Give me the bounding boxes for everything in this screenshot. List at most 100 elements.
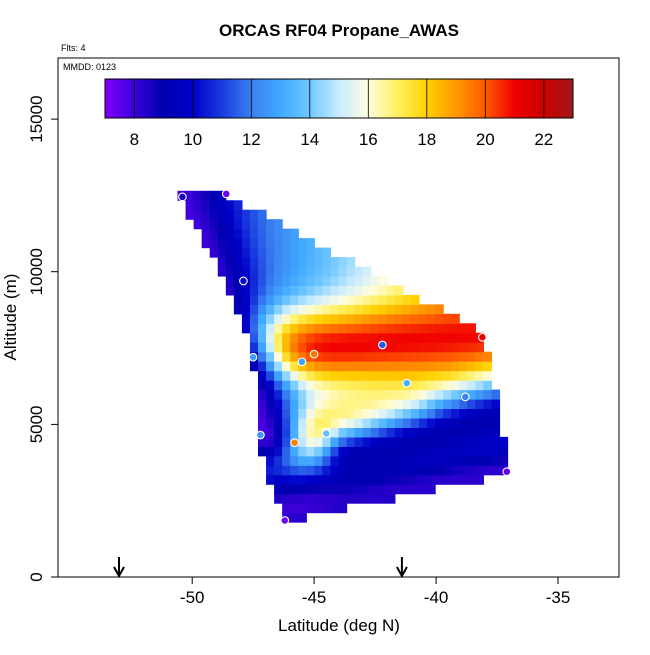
heatmap-cell — [410, 436, 420, 447]
heatmap-cell — [435, 304, 444, 315]
heatmap-cell — [282, 455, 291, 466]
heatmap-cell — [346, 370, 356, 381]
colorbar-swatch — [210, 79, 214, 118]
heatmap-cell — [386, 285, 396, 296]
colorbar-swatch — [239, 79, 243, 118]
heatmap-cell — [354, 361, 364, 372]
heatmap-cell — [290, 455, 299, 466]
heatmap-cell — [290, 399, 299, 410]
heatmap-cell — [443, 313, 452, 324]
heatmap-cell — [483, 380, 493, 391]
colorbar-swatch — [400, 79, 404, 118]
heatmap-cell — [435, 399, 444, 410]
heatmap-cell — [233, 294, 243, 305]
heatmap-cell — [467, 332, 476, 343]
heatmap-cell — [282, 228, 291, 239]
y-tick-label: 5000 — [27, 405, 46, 443]
heatmap-cell — [233, 200, 243, 211]
heatmap-cell — [274, 436, 283, 447]
colorbar-swatch — [295, 79, 299, 118]
heatmap-cell — [314, 313, 323, 324]
heatmap-cell — [362, 399, 372, 410]
heatmap-cell — [209, 228, 219, 239]
heatmap-cell — [233, 209, 243, 220]
heatmap-cell — [394, 389, 404, 400]
heatmap-cell — [274, 427, 283, 438]
heatmap-cell — [274, 408, 283, 419]
heatmap-cell — [346, 351, 356, 362]
heatmap-cell — [274, 219, 283, 230]
colorbar-swatch — [555, 79, 559, 118]
heatmap-cell — [233, 219, 243, 230]
heatmap-cell — [362, 455, 372, 466]
heatmap-cell — [290, 361, 299, 372]
colorbar-tick-label: 16 — [359, 130, 378, 149]
heatmap-cell — [386, 455, 396, 466]
heatmap-cell — [386, 474, 396, 485]
heatmap-cell — [378, 313, 388, 324]
colorbar-swatch — [274, 79, 279, 118]
colorbar-swatch — [236, 79, 241, 118]
sample-point — [290, 438, 299, 448]
heatmap-cell — [346, 304, 356, 315]
heatmap-cell — [435, 342, 444, 353]
heatmap-cell — [410, 323, 420, 334]
heatmap-cell — [394, 351, 404, 362]
heatmap-cell — [249, 342, 259, 353]
heatmap-cell — [282, 351, 291, 362]
heatmap-cell — [443, 351, 452, 362]
heatmap-cell — [402, 370, 412, 381]
heatmap-cell — [322, 370, 332, 381]
heatmap-cell — [475, 455, 484, 466]
heatmap-cell — [266, 474, 275, 485]
colorbar-swatch — [143, 79, 147, 118]
heatmap-cell — [459, 323, 468, 334]
heatmap-cell — [249, 275, 259, 287]
sample-point — [478, 332, 487, 342]
heatmap-cell — [338, 351, 348, 362]
heatmap-cell — [298, 275, 307, 287]
colorbar-swatch — [549, 79, 554, 118]
heatmap-cell — [491, 455, 501, 466]
heatmap-cell — [491, 427, 501, 438]
heatmap-cell — [258, 266, 267, 277]
heatmap-cell — [298, 323, 307, 334]
heatmap-cell — [435, 417, 444, 428]
heatmap-cell — [354, 323, 364, 334]
colorbar-swatch — [382, 79, 387, 118]
heatmap-cell — [322, 313, 332, 324]
heatmap-cell — [418, 474, 428, 485]
heatmap-cell — [314, 446, 323, 457]
heatmap-cell — [266, 351, 275, 362]
heatmap-cell — [354, 465, 364, 476]
heatmap-cell — [370, 446, 380, 457]
heatmap-cell — [338, 503, 348, 514]
down-arrow-icon — [113, 566, 125, 579]
heatmap-cell — [298, 503, 307, 514]
heatmap-cell — [290, 257, 299, 268]
heatmap-cell — [330, 370, 340, 381]
heatmap-cell — [298, 436, 307, 447]
colorbar-swatch — [368, 79, 372, 118]
heatmap-cell — [225, 209, 235, 220]
heatmap-cell — [298, 493, 307, 504]
heatmap-cell — [370, 323, 380, 334]
heatmap-cell — [314, 427, 323, 438]
heatmap-cell — [418, 389, 428, 400]
heatmap-cell — [394, 332, 404, 343]
heatmap-cell — [354, 417, 364, 428]
heatmap-cell — [354, 351, 364, 362]
heatmap-cell — [427, 323, 436, 334]
colorbar-swatch — [151, 79, 156, 118]
heatmap-cell — [418, 351, 428, 362]
heatmap-cell — [346, 389, 356, 400]
heatmap-cell — [282, 484, 291, 495]
heatmap-cell — [443, 417, 452, 428]
colorbar-swatch — [356, 79, 360, 118]
heatmap-cell — [362, 380, 372, 391]
heatmap-cell — [314, 275, 323, 287]
colorbar-swatch — [154, 79, 159, 118]
colorbar-swatch — [257, 79, 261, 118]
sample-point — [221, 189, 231, 199]
heatmap-cell — [386, 323, 396, 334]
